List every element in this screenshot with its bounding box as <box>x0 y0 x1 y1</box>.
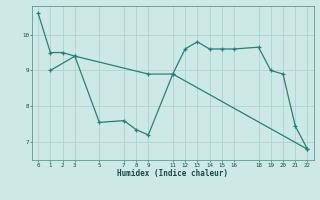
X-axis label: Humidex (Indice chaleur): Humidex (Indice chaleur) <box>117 169 228 178</box>
